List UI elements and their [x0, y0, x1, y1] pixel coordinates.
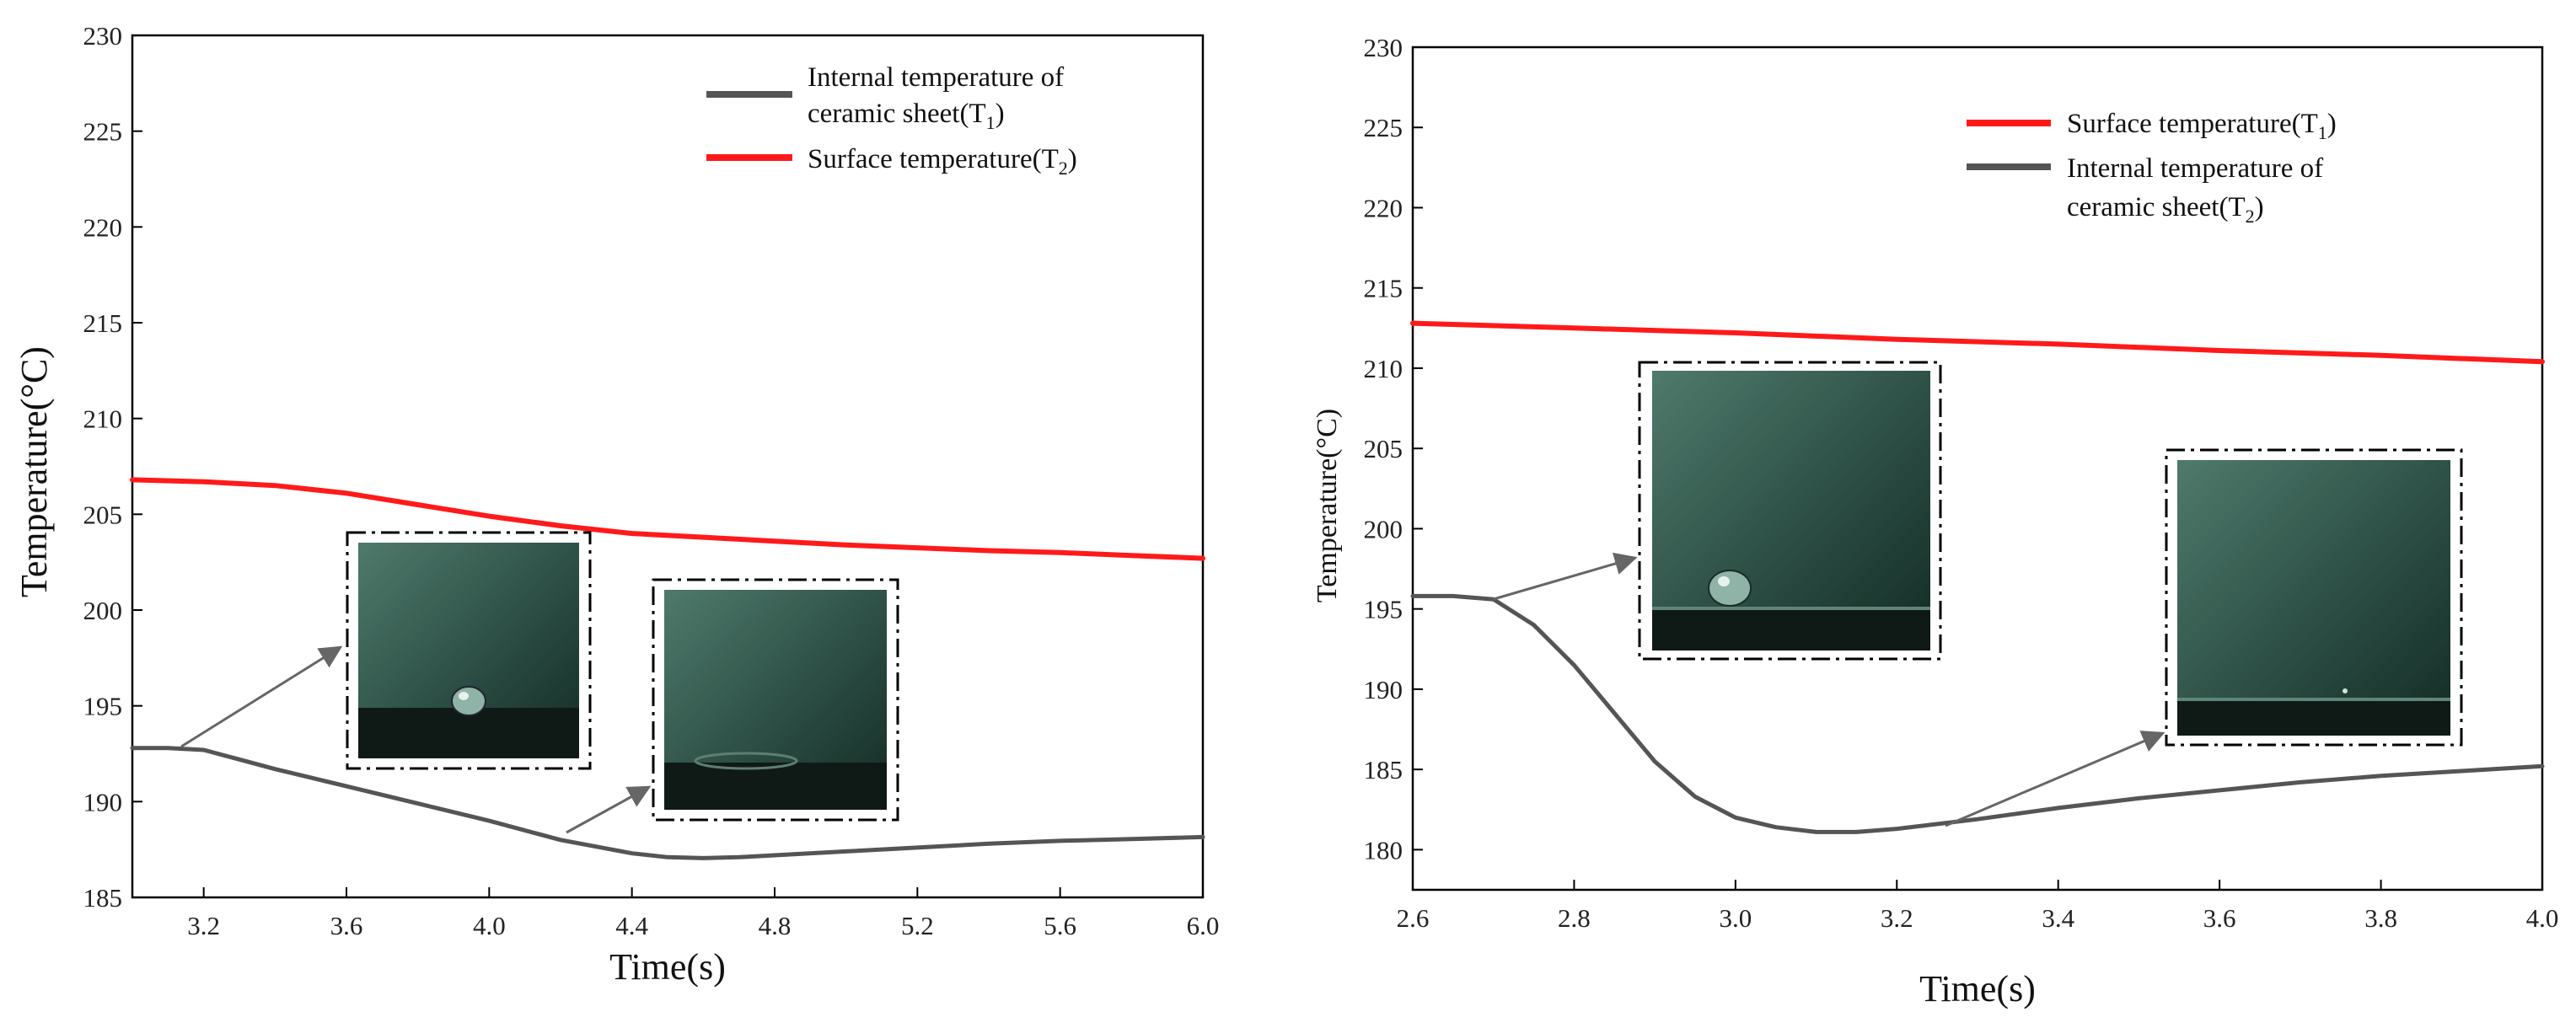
x-tick-label: 2.8	[1558, 903, 1591, 933]
y-tick-label: 230	[1364, 33, 1403, 62]
y-axis-ticks: 180 185 190 195 200 205 210 215 220 225 230	[1364, 33, 1423, 865]
plot-frame	[131, 34, 1205, 899]
arrow-to-inset-2	[1945, 731, 2165, 827]
x-tick-label: 4.4	[615, 911, 648, 940]
y-axis-label: Temperature(°C)	[13, 346, 55, 597]
x-tick-label: 5.6	[1044, 911, 1076, 940]
x-axis-label: Time(s)	[609, 946, 726, 988]
x-tick-label: 3.6	[2203, 903, 2236, 933]
legend-label-surface: Surface temperature(T1)	[2067, 109, 2337, 143]
y-tick-label: 210	[1364, 354, 1403, 383]
x-axis-label: Time(s)	[1919, 968, 2036, 1009]
y-tick-label: 195	[83, 692, 123, 721]
x-tick-label: 6.0	[1187, 911, 1220, 940]
y-tick-label: 190	[83, 787, 123, 817]
arrow-to-inset-2	[566, 785, 652, 834]
series-line-surface	[1410, 320, 2545, 365]
arrow-to-inset-1	[1493, 552, 1638, 601]
y-tick-label: 185	[1364, 755, 1403, 784]
legend-label-internal-line2: ceramic sheet(T2)	[2067, 192, 2264, 227]
plot-frame	[1411, 46, 2544, 891]
y-tick-label: 220	[83, 212, 123, 242]
legend: Internal temperature of ceramic sheet(T1…	[706, 62, 1077, 179]
x-tick-label: 4.0	[2526, 903, 2559, 933]
inset-photo-droplet-spread	[652, 578, 899, 822]
legend-label-surface: Surface temperature(T2)	[808, 144, 1077, 179]
legend-label-internal-line1: Internal temperature of	[808, 62, 1064, 93]
series-line-internal	[130, 746, 1205, 860]
y-tick-label: 215	[1364, 274, 1403, 303]
y-tick-label: 200	[83, 596, 123, 625]
x-tick-label: 3.0	[1719, 903, 1752, 933]
legend: Surface temperature(T1) Internal tempera…	[1967, 109, 2337, 227]
x-tick-label: 4.8	[759, 911, 792, 940]
y-tick-label: 185	[83, 883, 123, 913]
x-axis-ticks: 2.6 2.8 3.0 3.2 3.4 3.6 3.8 4.0	[1397, 880, 2559, 933]
y-tick-label: 215	[83, 308, 123, 338]
y-tick-label: 195	[1364, 595, 1403, 624]
y-tick-label: 225	[83, 117, 123, 147]
x-axis-ticks: 3.2 3.6 4.0 4.4 4.8 5.2 5.6 6.0	[187, 887, 1219, 940]
arrow-to-inset-1	[180, 645, 343, 748]
y-tick-label: 180	[1364, 835, 1403, 865]
x-tick-label: 3.4	[2042, 903, 2074, 933]
x-tick-label: 4.0	[473, 911, 506, 940]
series-line-surface	[130, 477, 1205, 561]
series-group	[1410, 320, 2545, 834]
chart-left: 185 190 195 200 205 210 215 220 225 230 3.2 3.6 4.0…	[13, 21, 1219, 988]
y-tick-label: 200	[1364, 514, 1403, 543]
y-tick-label: 210	[83, 404, 123, 434]
series-group	[130, 477, 1205, 860]
y-axis-label: Temperature(°C)	[1312, 409, 1343, 602]
y-tick-label: 230	[83, 21, 123, 51]
chart-right: 180 185 190 195 200 205 210 215 220 225 230 2.6 2.8…	[1312, 33, 2558, 1009]
y-tick-label: 205	[1364, 434, 1403, 463]
y-tick-label: 220	[1364, 193, 1403, 222]
series-line-internal	[1410, 593, 2545, 834]
legend-label-internal-line2: ceramic sheet(T1)	[808, 99, 1005, 133]
legend-label-internal-line1: Internal temperature of	[2067, 153, 2323, 184]
inset-photo-droplet-contact	[346, 531, 592, 770]
inset-photo-droplet-contact	[1638, 361, 1942, 661]
x-tick-label: 5.2	[901, 911, 934, 940]
x-tick-label: 3.8	[2364, 903, 2397, 933]
inset-photo-droplet-absorbed	[2165, 448, 2463, 747]
x-tick-label: 2.6	[1397, 903, 1430, 933]
y-tick-label: 225	[1364, 113, 1403, 142]
y-tick-label: 205	[83, 500, 123, 529]
x-tick-label: 3.2	[187, 911, 220, 940]
y-tick-label: 190	[1364, 675, 1403, 704]
x-tick-label: 3.2	[1881, 903, 1913, 933]
x-tick-label: 3.6	[330, 911, 363, 940]
y-axis-ticks: 185 190 195 200 205 210 215 220 225 230	[83, 21, 142, 913]
